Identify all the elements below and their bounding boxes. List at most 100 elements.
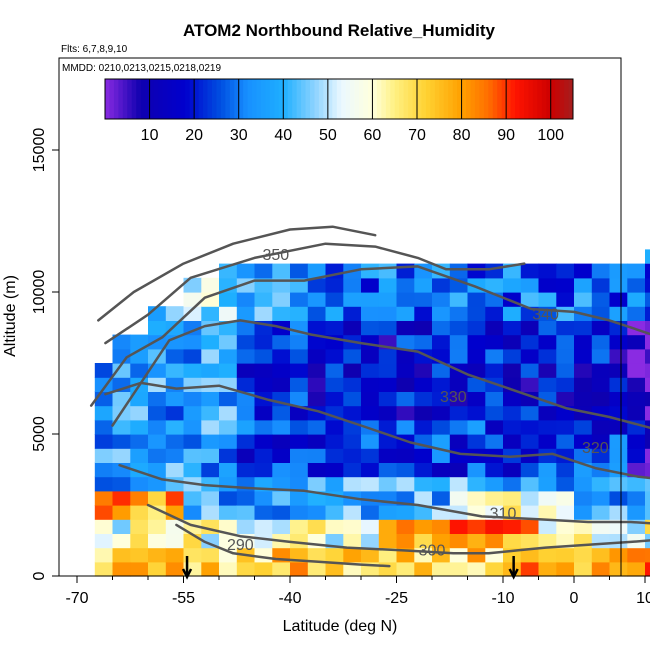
heatmap-cell — [645, 391, 650, 407]
colorbar-swatch — [506, 79, 512, 119]
heatmap-cell — [396, 306, 415, 321]
heatmap-cell — [503, 306, 522, 321]
heatmap-cell — [449, 334, 469, 350]
colorbar-swatch — [229, 79, 235, 119]
colorbar-tick-label: 40 — [274, 127, 292, 144]
heatmap-cell — [361, 490, 380, 506]
heatmap-cell — [272, 363, 291, 378]
heatmap-cell — [414, 334, 433, 350]
heatmap-cell — [219, 547, 238, 563]
colorbar-swatch — [546, 79, 552, 119]
heatmap-cell — [307, 434, 327, 449]
heatmap-cell — [645, 363, 650, 378]
colorbar-swatch — [403, 79, 409, 119]
heatmap-cell — [627, 490, 646, 506]
heatmap-cell — [520, 547, 540, 563]
heatmap-cell — [414, 505, 433, 520]
heatmap-cell — [609, 363, 628, 378]
heatmap-cell — [485, 277, 504, 293]
heatmap-cell — [254, 377, 273, 392]
heatmap-cell — [449, 434, 469, 449]
heatmap-cell — [112, 561, 131, 577]
heatmap-cell — [343, 519, 362, 534]
heatmap-cell — [627, 547, 646, 563]
colorbar-swatch — [399, 79, 405, 119]
heatmap-cell — [574, 277, 593, 293]
heatmap-cell — [503, 348, 522, 364]
heatmap-cell — [165, 561, 185, 577]
heatmap-cell — [449, 419, 469, 435]
heatmap-cell — [432, 405, 451, 421]
heatmap-cell — [414, 363, 433, 378]
contour-label: 350 — [262, 247, 289, 264]
heatmap-cell — [236, 348, 256, 364]
heatmap-cell — [396, 476, 415, 492]
heatmap-cell — [432, 263, 451, 279]
heatmap-cell — [467, 476, 486, 492]
heatmap-cell — [272, 434, 291, 449]
heatmap-cell — [236, 405, 256, 421]
heatmap-cell — [236, 334, 256, 350]
heatmap-cell — [183, 448, 202, 463]
heatmap-cell — [556, 505, 575, 520]
heatmap-cell — [307, 363, 327, 378]
heatmap-cell — [236, 292, 256, 307]
x-axis-label: Latitude (deg N) — [283, 618, 398, 635]
heatmap-cell — [556, 419, 575, 435]
heatmap-cell — [201, 348, 220, 364]
heatmap-cell — [396, 561, 415, 577]
heatmap-cell — [378, 363, 398, 378]
heatmap-cell — [165, 306, 185, 321]
heatmap-cell — [378, 292, 398, 307]
heatmap-cell — [236, 448, 256, 463]
heatmap-cell — [272, 405, 291, 421]
heatmap-cell — [503, 434, 522, 449]
colorbar-swatch — [439, 79, 445, 119]
heatmap-cell — [201, 363, 220, 378]
heatmap-cell — [449, 533, 469, 549]
heatmap-cell — [449, 377, 469, 392]
heatmap-cell — [183, 405, 202, 421]
heatmap-cell — [432, 448, 451, 463]
colorbar-swatch — [323, 79, 329, 119]
heatmap-cell — [645, 547, 650, 563]
heatmap-cell — [591, 363, 611, 378]
colorbar-swatch — [243, 79, 249, 119]
chart-title: ATOM2 Northbound Relative_Humidity — [183, 21, 496, 40]
heatmap-cell — [236, 320, 256, 336]
heatmap-cell — [325, 363, 344, 378]
heatmap-cell — [467, 391, 486, 407]
heatmap-cell — [343, 391, 362, 407]
heatmap-cell — [148, 533, 167, 549]
heatmap-cell — [378, 277, 398, 293]
heatmap-cell — [627, 405, 646, 421]
colorbar-tick-label: 100 — [537, 127, 564, 144]
heatmap-cell — [467, 533, 486, 549]
heatmap-cell — [307, 377, 327, 392]
heatmap-cell — [432, 561, 451, 577]
colorbar-swatch — [252, 79, 258, 119]
heatmap-cell — [396, 448, 415, 463]
colorbar-swatch — [336, 79, 342, 119]
heatmap-cell — [325, 292, 344, 307]
colorbar-swatch — [109, 79, 115, 119]
heatmap-cell — [254, 405, 273, 421]
heatmap-cell — [165, 533, 185, 549]
heatmap-cell — [94, 419, 114, 435]
heatmap-cell — [325, 320, 344, 336]
heatmap-cell — [361, 462, 380, 478]
heatmap-cell — [645, 320, 650, 336]
colorbar-swatch — [345, 79, 351, 119]
heatmap-cell — [272, 377, 291, 392]
heatmap-cell — [272, 462, 291, 478]
contour-line — [89, 265, 650, 407]
heatmap-cell — [485, 363, 504, 378]
heatmap-cell — [148, 519, 167, 534]
heatmap-cell — [183, 490, 202, 506]
colorbar-swatch — [559, 79, 565, 119]
heatmap-cell — [432, 476, 451, 492]
heatmap-cell — [538, 561, 557, 577]
heatmap-cell — [378, 263, 398, 279]
heatmap-cell — [591, 391, 611, 407]
contour-label: 310 — [490, 506, 517, 523]
